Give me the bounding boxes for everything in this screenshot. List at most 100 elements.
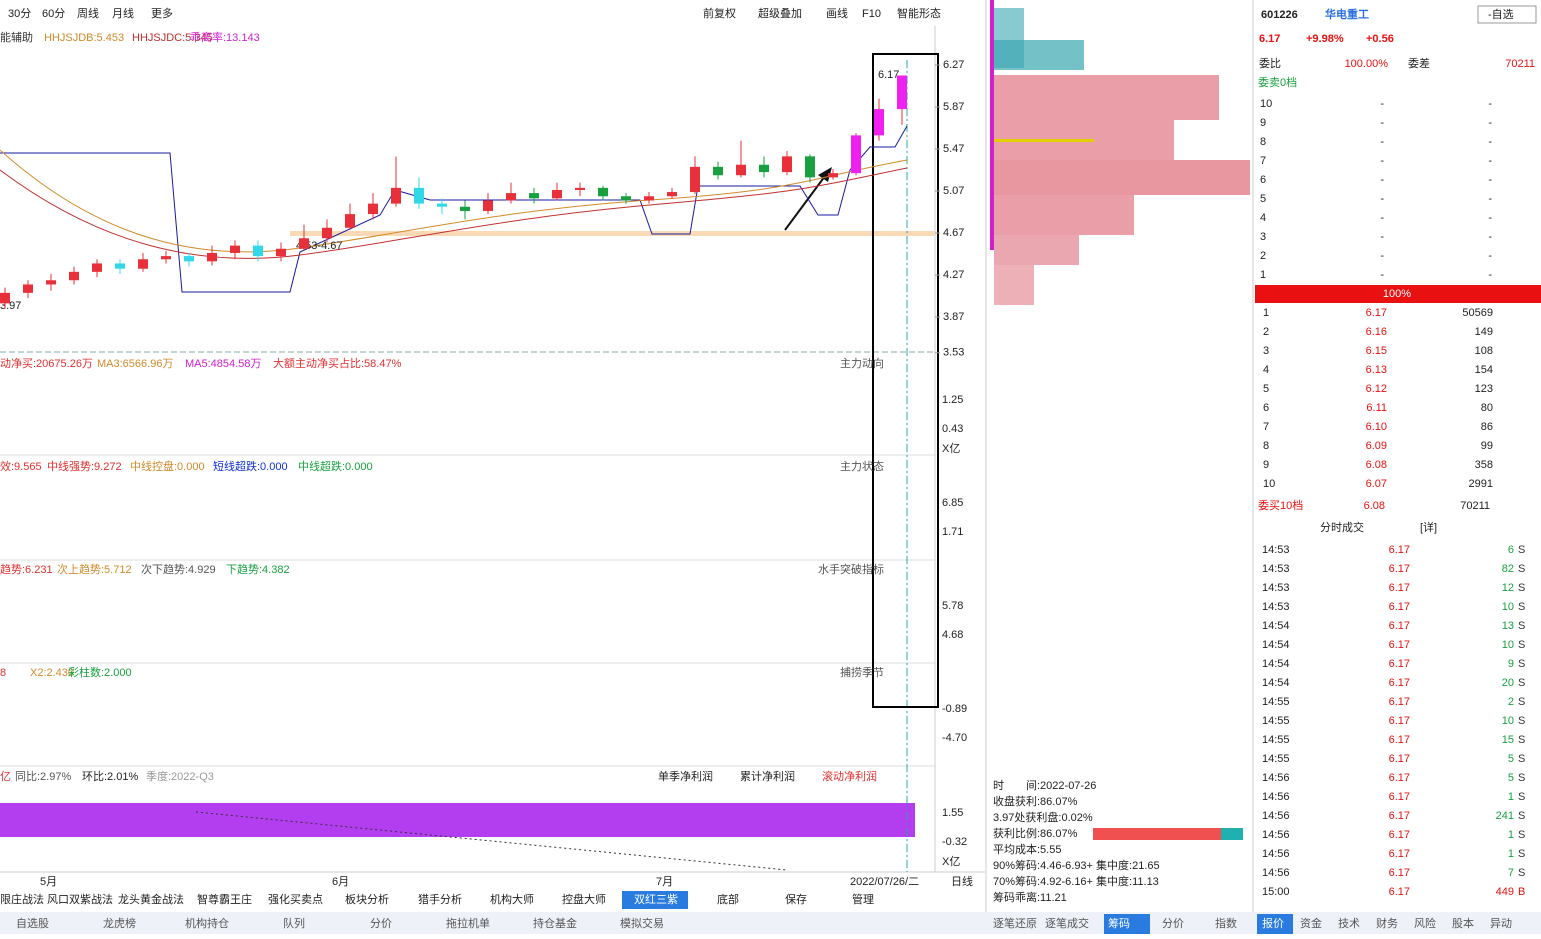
period-tab[interactable]: 更多 (151, 6, 173, 20)
quote-tab[interactable]: 异动 (1490, 917, 1512, 930)
label: 7 (1263, 421, 1269, 433)
footer-tab[interactable]: 自选股 (16, 917, 49, 930)
candle-body (552, 189, 562, 199)
footer-tab[interactable]: 拖拉机单 (446, 916, 490, 930)
strategy-tab[interactable]: 龙头黄金战法 (118, 892, 184, 906)
tool-button[interactable]: 超级叠加 (758, 6, 802, 20)
label: 平均成本:5.55 (993, 842, 1061, 856)
label: 6.17 (1389, 544, 1410, 556)
price-tick: 4.27 (943, 269, 964, 281)
label: 358 (1475, 459, 1493, 471)
label: 14:56 (1262, 772, 1290, 784)
label[interactable]: -自选 (1488, 8, 1514, 21)
strategy-tab[interactable]: 板块分析 (345, 892, 389, 906)
candle-body (529, 193, 539, 199)
label: 乖离率:13.143 (190, 30, 260, 44)
label: 下趋势:4.382 (226, 563, 290, 576)
active-tab (1104, 914, 1150, 934)
watch-button[interactable] (1477, 5, 1537, 24)
label: 70%筹码:4.92-6.16+ 集中度:11.13 (993, 874, 1159, 888)
quote-tab[interactable]: 报价 (1262, 916, 1284, 930)
label: 10 (1263, 478, 1275, 490)
label: S (1518, 772, 1525, 784)
tool-button[interactable]: 智能形态 (897, 6, 941, 20)
label: 14:53 (1262, 563, 1290, 575)
label: 0.43 (942, 423, 963, 435)
footer-tab[interactable]: 模拟交易 (620, 916, 664, 930)
strategy-tab[interactable]: 控盘大师 (562, 892, 606, 906)
label: 6 (1260, 174, 1266, 186)
period-tab[interactable]: 30分 (8, 7, 31, 20)
label: S (1518, 829, 1525, 841)
label: - (1488, 136, 1492, 148)
quote-tab[interactable]: 风险 (1414, 916, 1436, 930)
label: 6.17 (1389, 886, 1410, 898)
candle-body (805, 156, 815, 178)
chip-tab[interactable]: 逐笔还原 (993, 916, 1037, 930)
footer-tab[interactable]: 龙虎榜 (103, 916, 136, 930)
quote-tab[interactable]: 财务 (1376, 916, 1398, 930)
period-tab[interactable]: 周线 (77, 6, 99, 20)
strategy-tab[interactable]: 智尊霸王庄 (197, 892, 252, 906)
footer-tab[interactable]: 队列 (283, 916, 305, 930)
label: 123 (1475, 383, 1493, 395)
candle-body (874, 109, 884, 136)
tool-button[interactable]: F10 (862, 8, 881, 20)
label: 5 (1508, 753, 1514, 765)
label: S (1518, 753, 1525, 765)
footer-tab[interactable]: 分价 (370, 917, 392, 930)
strategy-tab[interactable]: 管理 (852, 892, 874, 906)
quote-tab[interactable]: 资金 (1300, 916, 1322, 930)
period-tab[interactable]: 月线 (112, 6, 134, 20)
label: 次上趋势:5.712 (57, 562, 132, 576)
label: 14:56 (1262, 848, 1290, 860)
tool-button[interactable]: 前复权 (703, 6, 736, 20)
indicator-button[interactable]: 滚动净利润 (822, 769, 877, 783)
label: 6.08 (1364, 500, 1385, 512)
label: 6.17 (1259, 33, 1280, 45)
chip-tab[interactable]: 筹码 (1108, 916, 1130, 930)
strategy-tab[interactable]: 强化买卖点 (268, 892, 323, 906)
label: 能辅助 (0, 30, 33, 44)
label: 14:56 (1262, 829, 1290, 841)
label: 分时成交 (1320, 520, 1364, 534)
chip-tab[interactable]: 逐笔成交 (1045, 916, 1089, 930)
indicator-button[interactable]: 单季净利润 (658, 769, 713, 783)
label: 6.17 (1389, 677, 1410, 689)
strategy-tab[interactable]: 底部 (717, 892, 739, 906)
strategy-tab[interactable]: 猎手分析 (418, 892, 462, 906)
chip-tab[interactable]: 指数 (1215, 916, 1237, 930)
quote-tab[interactable]: 技术 (1338, 917, 1360, 930)
strategy-tab[interactable]: 限庄战法 (0, 892, 44, 906)
label: MA3:6566.96万 (97, 358, 173, 370)
candle-body (46, 280, 56, 285)
label: - (1488, 117, 1492, 129)
strategy-tab[interactable]: 双红三紫 (634, 893, 678, 906)
footer-tab[interactable]: 持仓基金 (533, 916, 577, 930)
quote-tab[interactable]: 股本 (1452, 916, 1474, 930)
label: 10 (1502, 639, 1514, 651)
candle-body (713, 166, 723, 176)
label: 委买10档 (1258, 498, 1303, 512)
candle-body (506, 193, 516, 201)
label: S (1518, 544, 1525, 556)
label: 1 (1508, 829, 1514, 841)
chip-tab[interactable]: 分价 (1162, 917, 1184, 930)
label: 6.85 (942, 497, 963, 509)
footer-tab[interactable]: 机构持仓 (185, 916, 229, 930)
indicator-button[interactable]: 累计净利润 (740, 769, 795, 783)
tool-button[interactable]: 画线 (826, 6, 848, 20)
label: 日线 (951, 874, 973, 888)
label[interactable]: [详] (1420, 520, 1437, 534)
label: S (1518, 810, 1525, 822)
strategy-tab[interactable]: 机构大师 (490, 892, 534, 906)
label: - (1380, 136, 1384, 148)
label: 6.15 (1366, 345, 1387, 357)
price-tick: 6.27 (943, 59, 964, 71)
strategy-tab[interactable]: 保存 (785, 892, 807, 906)
label: 14:54 (1262, 658, 1290, 670)
strategy-tab[interactable]: 风口双紫战法 (47, 892, 113, 906)
period-tab[interactable]: 60分 (42, 7, 65, 20)
label: 14:55 (1262, 715, 1290, 727)
